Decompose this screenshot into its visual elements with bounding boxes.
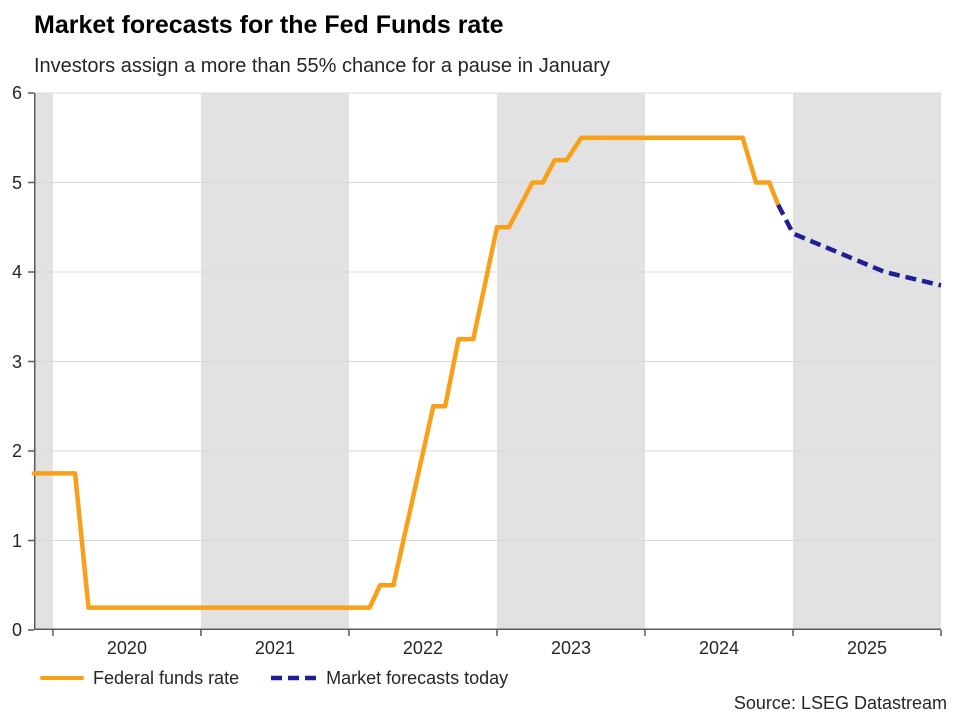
legend-label-fed-funds: Federal funds rate xyxy=(93,668,240,688)
legend-label-forecast: Market forecasts today xyxy=(326,668,509,688)
y-tick-label: 5 xyxy=(11,172,22,193)
legend-item-fed-funds: Federal funds rate xyxy=(40,666,239,690)
x-tick-label: 2025 xyxy=(846,638,887,658)
page-title: Market forecasts for the Fed Funds rate xyxy=(34,11,504,39)
y-tick-label: 6 xyxy=(11,83,22,103)
x-tick-label: 2022 xyxy=(402,638,443,658)
forecast-line xyxy=(776,203,942,288)
x-tick-label: 2024 xyxy=(698,638,739,658)
forecast-line-swatch-icon xyxy=(271,675,318,681)
legend: Federal funds rate Market forecasts toda… xyxy=(40,666,508,690)
x-tick-label: 2020 xyxy=(106,638,147,658)
x-tick-label: 2023 xyxy=(550,638,591,658)
plot-svg xyxy=(28,92,942,636)
y-tick-label: 3 xyxy=(11,351,22,372)
x-tick-label: 2021 xyxy=(254,638,295,658)
y-tick-label: 4 xyxy=(11,262,22,282)
source-credit: Source: LSEG Datastream xyxy=(733,693,947,713)
y-tick-label: 0 xyxy=(11,620,22,640)
legend-item-forecast: Market forecasts today xyxy=(271,666,508,690)
fed-funds-line-swatch-icon xyxy=(40,676,84,680)
fed-funds-line xyxy=(31,135,781,610)
y-tick-label: 1 xyxy=(11,530,22,551)
y-tick-label: 2 xyxy=(11,441,22,461)
page-subtitle: Investors assign a more than 55% chance … xyxy=(34,55,610,77)
